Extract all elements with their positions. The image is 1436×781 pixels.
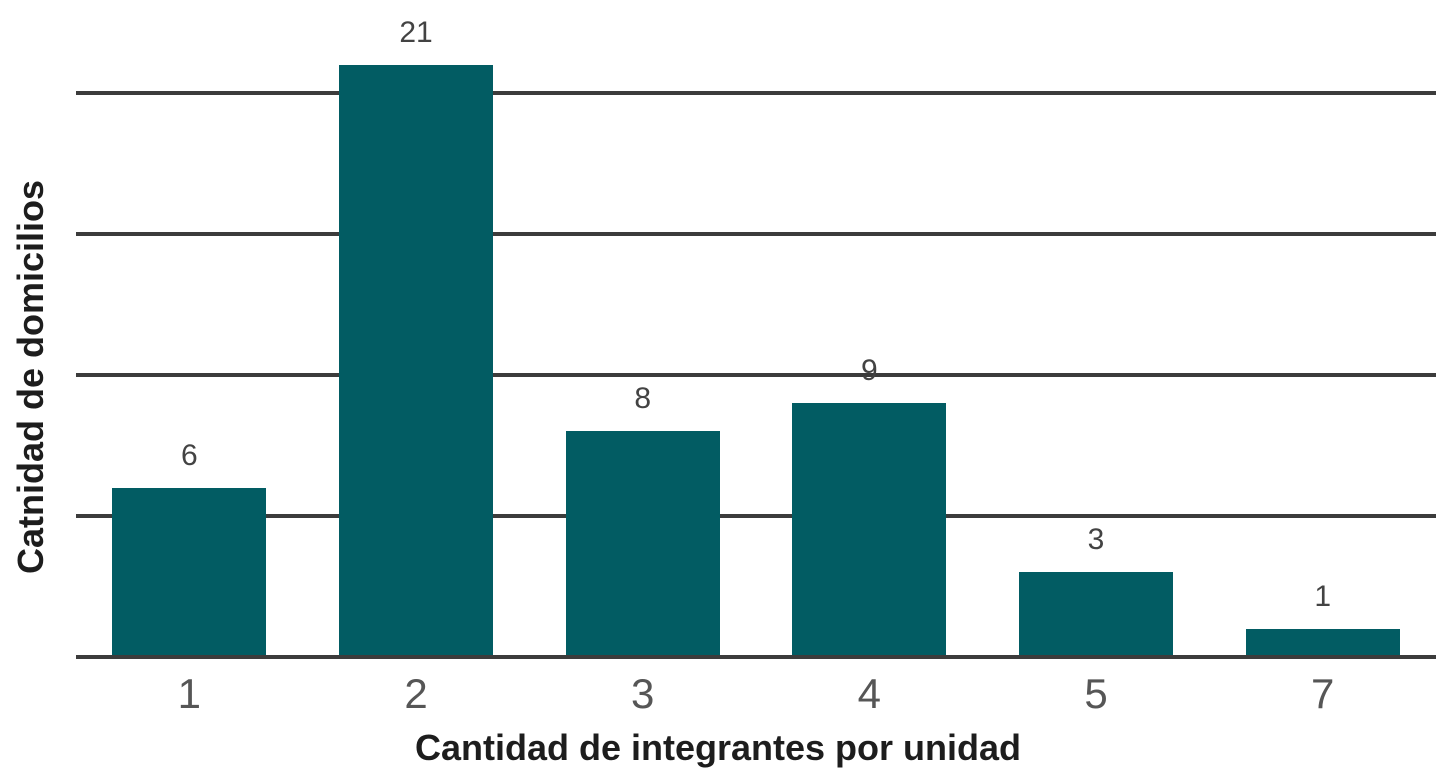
bar-value-label: 21 (399, 15, 433, 49)
gridlines (76, 0, 1436, 659)
bar-value-label: 3 (1087, 523, 1105, 557)
gridline (76, 373, 1436, 377)
bar-column: 21 (303, 0, 530, 657)
bar[interactable] (565, 431, 720, 657)
bar-column: 8 (529, 0, 756, 657)
x-axis-tick-label: 1 (177, 670, 202, 717)
bar-value-label: 8 (634, 382, 652, 416)
x-axis-title: Cantidad de integrantes por unidad (414, 727, 1022, 768)
gridline (76, 514, 1436, 518)
bar-column: 6 (76, 0, 303, 657)
bar-column: 1 (1209, 0, 1436, 657)
bars-container: 6 21 8 9 3 1 (76, 0, 1436, 657)
bar-value-label: 6 (180, 438, 198, 472)
bar[interactable] (112, 487, 267, 657)
x-axis-tick-label: 3 (631, 670, 655, 717)
y-axis-title: Catnidad de domicilios (10, 179, 51, 575)
x-axis-tick-label: 5 (1084, 670, 1108, 717)
bar-column: 9 (756, 0, 983, 657)
bar-value-label: 1 (1314, 579, 1332, 613)
bar[interactable] (1245, 628, 1400, 657)
x-axis-tick-label: 7 (1311, 670, 1335, 717)
gridline (76, 91, 1436, 95)
bar[interactable] (339, 64, 493, 657)
bar[interactable] (792, 403, 947, 657)
plot-area: 6 21 8 9 3 1 (76, 0, 1436, 659)
bar-value-label: 9 (861, 354, 878, 388)
x-axis-tick-label: 2 (404, 670, 428, 717)
x-axis-line (76, 655, 1436, 659)
x-axis-tick-label: 4 (857, 670, 882, 717)
x-axis-tick-labels: 1 2 3 4 5 7 (76, 670, 1436, 718)
bar-column: 3 (983, 0, 1210, 657)
gridline (76, 232, 1436, 236)
bar[interactable] (1019, 572, 1174, 657)
